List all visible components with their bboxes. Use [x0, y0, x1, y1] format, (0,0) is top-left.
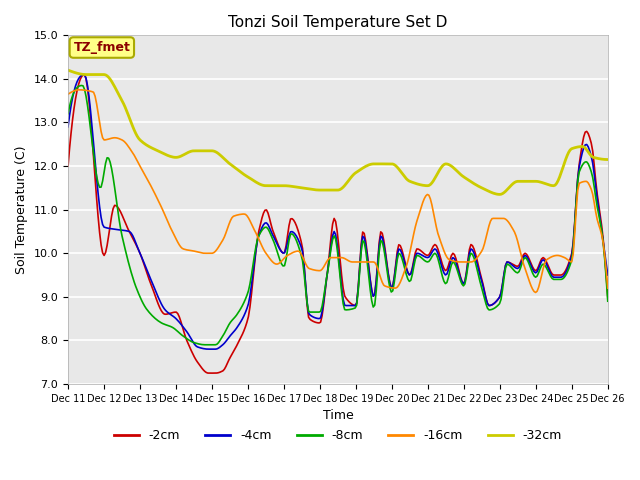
-2cm [81, 72, 88, 78]
-2cm [604, 294, 612, 300]
-16cm [132, 155, 140, 161]
-32cm [225, 160, 233, 166]
Line: -16cm: -16cm [68, 90, 608, 292]
-4cm [255, 232, 263, 238]
-4cm [205, 346, 213, 352]
-4cm [64, 124, 72, 130]
Line: -4cm: -4cm [68, 75, 608, 349]
-2cm [228, 351, 236, 357]
-8cm [64, 111, 72, 117]
-32cm [300, 185, 308, 191]
-32cm [243, 173, 251, 179]
-16cm [64, 91, 72, 97]
-8cm [246, 281, 254, 287]
-16cm [604, 285, 612, 291]
-32cm [575, 144, 583, 150]
-32cm [131, 127, 138, 133]
X-axis label: Time: Time [323, 409, 353, 422]
-8cm [303, 300, 311, 306]
-16cm [577, 180, 584, 185]
-16cm [227, 218, 234, 224]
-4cm [604, 272, 612, 278]
-16cm [532, 289, 540, 295]
-2cm [246, 304, 254, 310]
-32cm [495, 192, 503, 197]
-8cm [255, 232, 263, 238]
-4cm [132, 240, 140, 245]
-16cm [244, 215, 252, 221]
-2cm [577, 151, 584, 157]
Line: -8cm: -8cm [68, 85, 608, 345]
Legend: -2cm, -4cm, -8cm, -16cm, -32cm: -2cm, -4cm, -8cm, -16cm, -32cm [109, 424, 567, 447]
-2cm [303, 302, 311, 308]
-4cm [303, 299, 311, 305]
-32cm [252, 179, 260, 185]
-4cm [81, 72, 88, 78]
Y-axis label: Soil Temperature (C): Soil Temperature (C) [15, 145, 28, 274]
-32cm [64, 67, 72, 73]
-4cm [228, 331, 236, 336]
Line: -2cm: -2cm [68, 75, 608, 373]
-2cm [132, 241, 140, 247]
-2cm [205, 370, 213, 376]
-16cm [75, 87, 83, 93]
Line: -32cm: -32cm [68, 70, 608, 194]
-2cm [255, 228, 263, 233]
-8cm [604, 298, 612, 304]
Text: TZ_fmet: TZ_fmet [74, 41, 131, 54]
-4cm [246, 293, 254, 299]
-16cm [253, 233, 261, 239]
-16cm [301, 261, 309, 266]
Title: Tonzi Soil Temperature Set D: Tonzi Soil Temperature Set D [228, 15, 447, 30]
-4cm [577, 156, 584, 162]
-2cm [64, 163, 72, 169]
-8cm [77, 83, 85, 88]
-8cm [228, 318, 236, 324]
-32cm [604, 156, 612, 162]
-8cm [132, 283, 140, 289]
-8cm [201, 342, 209, 348]
-8cm [577, 166, 584, 171]
